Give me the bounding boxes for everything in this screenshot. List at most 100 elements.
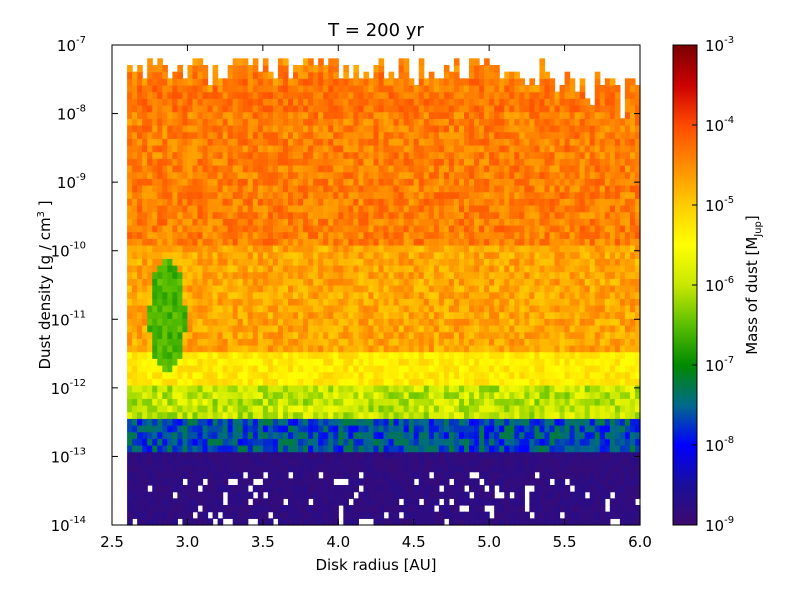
heatmap-cell <box>378 445 385 453</box>
heatmap-cell <box>393 191 400 199</box>
heatmap-cell <box>338 198 344 206</box>
heatmap-cell <box>172 218 178 226</box>
heatmap-cell <box>227 198 234 206</box>
heatmap-cell <box>282 358 289 366</box>
heatmap-cell <box>298 178 304 186</box>
heatmap-cell <box>217 365 224 373</box>
heatmap-cell <box>368 78 375 86</box>
heatmap-cell <box>433 185 440 193</box>
heatmap-cell <box>443 65 450 73</box>
heatmap-cell <box>212 398 219 406</box>
heatmap-cell <box>388 205 395 213</box>
heatmap-cell <box>282 318 289 326</box>
heatmap-cell <box>358 271 365 279</box>
heatmap-cell <box>484 191 490 199</box>
heatmap-cell <box>303 351 309 359</box>
heatmap-cell <box>288 451 294 459</box>
heatmap-cell <box>172 71 178 79</box>
heatmap-cell <box>267 318 274 326</box>
heatmap-cell <box>303 151 309 159</box>
heatmap-cell <box>378 358 385 366</box>
heatmap-cell <box>484 445 490 453</box>
heatmap-cell <box>272 371 279 379</box>
heatmap-cell <box>167 451 173 459</box>
heatmap-cell <box>458 238 465 246</box>
heatmap-cell <box>464 178 470 186</box>
heatmap-cell <box>282 151 289 159</box>
heatmap-cell <box>308 405 314 413</box>
heatmap-cell <box>453 418 460 426</box>
heatmap-cell <box>147 351 153 359</box>
heatmap-cell <box>443 258 450 266</box>
heatmap-cell <box>489 198 495 206</box>
heatmap-cell <box>257 285 264 293</box>
heatmap-cell <box>474 125 480 133</box>
heatmap-cell <box>167 478 173 486</box>
heatmap-cell <box>137 458 143 466</box>
heatmap-cell <box>363 205 370 213</box>
heatmap-cell <box>152 511 158 519</box>
heatmap-cell <box>343 331 349 339</box>
heatmap-cell <box>308 91 314 99</box>
heatmap-cell <box>227 218 234 226</box>
heatmap-cell <box>172 78 178 86</box>
heatmap-cell <box>237 345 244 353</box>
heatmap-cell <box>443 391 450 399</box>
heatmap-cell <box>418 105 425 113</box>
heatmap-cell <box>484 151 490 159</box>
heatmap-cell <box>448 205 455 213</box>
heatmap-cell <box>282 345 289 353</box>
heatmap-cell <box>484 311 490 319</box>
heatmap-cell <box>489 285 495 293</box>
heatmap-cell <box>197 491 204 499</box>
heatmap-cell <box>338 145 344 153</box>
heatmap-cell <box>257 505 264 513</box>
heatmap-cell <box>318 345 324 353</box>
heatmap-cell <box>232 231 239 239</box>
heatmap-cell <box>222 371 229 379</box>
heatmap-cell <box>247 358 254 366</box>
heatmap-cell <box>398 458 405 466</box>
heatmap-cell <box>157 345 163 353</box>
heatmap-cell <box>308 218 314 226</box>
heatmap-cell <box>353 158 359 166</box>
heatmap-cell <box>127 271 133 279</box>
heatmap-cell <box>182 451 189 459</box>
heatmap-cell <box>227 238 234 246</box>
heatmap-cell <box>147 411 153 419</box>
heatmap-cell <box>237 111 244 119</box>
heatmap-cell <box>469 225 475 233</box>
heatmap-cell <box>247 231 254 239</box>
heatmap-cell <box>277 298 284 306</box>
heatmap-cell <box>242 338 249 346</box>
heatmap-cell <box>489 138 495 146</box>
heatmap-cell <box>313 471 319 479</box>
heatmap-cell <box>348 211 354 219</box>
heatmap-cell <box>318 71 324 79</box>
heatmap-cell <box>293 125 299 133</box>
heatmap-cell <box>433 211 440 219</box>
heatmap-cell <box>323 518 329 526</box>
heatmap-cell <box>393 398 400 406</box>
heatmap-cell <box>464 78 470 86</box>
heatmap-cell <box>413 205 420 213</box>
heatmap-cell <box>458 131 465 139</box>
heatmap-cell <box>252 418 259 426</box>
heatmap-cell <box>247 471 254 479</box>
heatmap-cell <box>373 498 380 506</box>
heatmap-cell <box>257 405 264 413</box>
heatmap-cell <box>132 131 138 139</box>
heatmap-cell <box>368 385 375 393</box>
heatmap-cell <box>494 438 500 446</box>
heatmap-cell <box>167 411 173 419</box>
heatmap-cell <box>303 125 309 133</box>
heatmap-cell <box>328 198 334 206</box>
heatmap-cell <box>132 505 138 513</box>
heatmap-cell <box>288 178 294 186</box>
heatmap-cell <box>448 318 455 326</box>
heatmap-cell <box>257 91 264 99</box>
heatmap-cell <box>323 191 329 199</box>
heatmap-cell <box>293 471 299 479</box>
heatmap-cell <box>293 205 299 213</box>
heatmap-cell <box>217 171 224 179</box>
